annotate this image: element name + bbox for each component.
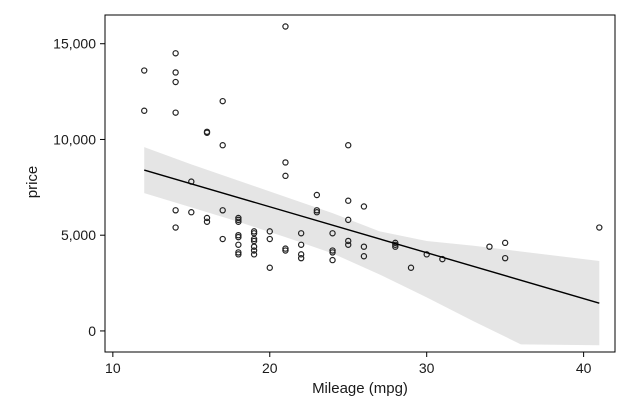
data-point	[282, 159, 289, 166]
data-point	[219, 97, 226, 105]
data-point	[172, 224, 179, 231]
points-layer	[141, 23, 603, 271]
confidence-band	[144, 147, 600, 346]
data-point	[235, 233, 242, 241]
data-point	[297, 230, 305, 237]
data-point	[172, 50, 179, 57]
data-point	[329, 249, 336, 256]
data-point	[141, 107, 148, 114]
data-point	[329, 247, 336, 254]
data-point	[235, 231, 242, 239]
data-point	[250, 251, 258, 258]
data-point	[266, 228, 273, 235]
data-point	[439, 255, 446, 263]
data-point	[203, 218, 211, 225]
data-point	[313, 207, 321, 214]
data-point	[172, 207, 179, 214]
data-point	[345, 237, 352, 245]
data-point	[266, 235, 273, 243]
x-tick-label: 20	[262, 360, 278, 376]
data-point	[235, 216, 242, 224]
data-point	[360, 203, 368, 210]
data-point	[172, 109, 179, 116]
data-point	[282, 247, 289, 254]
data-point	[282, 23, 289, 30]
fit-line-layer	[144, 169, 600, 304]
data-point	[172, 78, 179, 86]
data-point	[235, 241, 242, 248]
data-point	[345, 216, 352, 224]
data-point	[188, 209, 195, 216]
data-point	[219, 207, 226, 214]
y-tick-label: 15,000	[53, 36, 96, 52]
y-tick-label: 0	[88, 323, 96, 339]
data-point	[297, 251, 305, 258]
data-point	[282, 245, 289, 252]
data-point	[235, 214, 242, 222]
x-tick-label: 10	[105, 360, 121, 376]
x-tick-label: 30	[419, 360, 435, 376]
data-point	[501, 254, 509, 262]
fit-line	[144, 169, 600, 304]
data-point	[329, 230, 336, 237]
data-point	[235, 218, 242, 225]
data-point	[345, 142, 352, 149]
data-point	[486, 243, 493, 250]
data-point	[266, 264, 273, 271]
data-point	[172, 69, 179, 76]
data-point	[329, 256, 336, 264]
data-point	[501, 239, 509, 247]
data-point	[141, 67, 148, 74]
data-point	[345, 197, 352, 204]
data-point	[345, 241, 352, 248]
y-tick-label: 10,000	[53, 131, 96, 147]
data-point	[360, 243, 368, 250]
data-point	[407, 264, 415, 271]
data-point	[250, 228, 258, 235]
plot-frame	[104, 14, 616, 353]
data-point	[423, 251, 430, 258]
data-point	[360, 253, 368, 260]
data-point	[250, 243, 258, 250]
data-point	[313, 209, 321, 216]
y-axis-label: price	[24, 166, 41, 199]
data-point	[250, 247, 258, 254]
y-tick-label: 5,000	[61, 227, 96, 243]
data-point	[297, 241, 305, 248]
data-point	[219, 235, 226, 243]
data-point	[203, 129, 211, 136]
data-point	[596, 224, 603, 231]
axes-layer: 10 20 30 40 0 5,000 10,000 15,000	[53, 14, 616, 376]
x-axis-label: Mileage (mpg)	[312, 380, 408, 397]
data-point	[282, 172, 289, 180]
data-point	[250, 235, 258, 243]
data-point	[219, 142, 226, 149]
data-point	[297, 254, 305, 262]
confidence-band-layer	[144, 147, 600, 346]
data-point	[313, 191, 321, 199]
x-tick-label: 40	[576, 360, 592, 376]
data-point	[203, 214, 211, 222]
data-point	[235, 249, 242, 256]
data-point	[235, 251, 242, 258]
